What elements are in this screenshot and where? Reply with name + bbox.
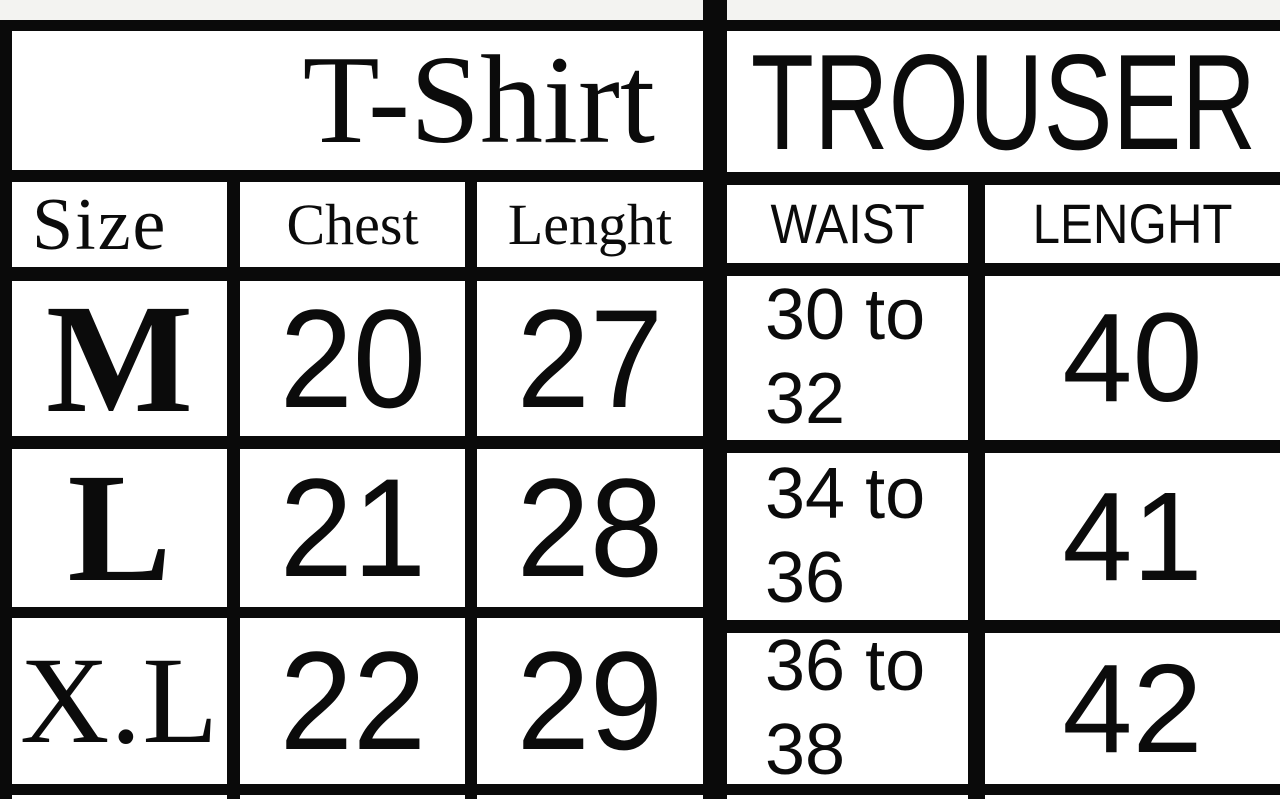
trouser-cell-waist-2: 34 to 36 bbox=[727, 453, 968, 620]
trouser-cell-length-1: 40 bbox=[985, 276, 1280, 440]
tshirt-cell-length-xl: 29 bbox=[477, 618, 703, 784]
chest-value: 20 bbox=[279, 281, 426, 436]
chest-value: 21 bbox=[279, 449, 426, 606]
tshirt-cell-size-xl: X.L bbox=[12, 618, 227, 784]
col-header-label: WAIST bbox=[770, 192, 925, 255]
trouser-cell-length-2: 41 bbox=[985, 453, 1280, 620]
cropped-row-cell bbox=[727, 795, 968, 799]
tshirt-title: T-Shirt bbox=[12, 31, 703, 170]
tshirt-cell-length-m: 27 bbox=[477, 281, 703, 436]
size-value: L bbox=[67, 449, 172, 607]
cropped-row-cell bbox=[477, 795, 703, 799]
length-value: 41 bbox=[1062, 465, 1203, 607]
top-margin-strip bbox=[0, 0, 1280, 20]
trouser-title: TROUSER bbox=[727, 31, 1280, 172]
length-value: 40 bbox=[1062, 287, 1203, 428]
cropped-row-cell bbox=[12, 795, 227, 799]
tshirt-cell-size-l: L bbox=[12, 449, 227, 607]
length-value: 29 bbox=[516, 622, 664, 779]
col-header-label: LENGHT bbox=[1032, 192, 1233, 255]
trouser-col-header-length: LENGHT bbox=[985, 185, 1280, 263]
tshirt-col-header-length: Lenght bbox=[477, 182, 703, 267]
waist-range-value: 36 to 38 bbox=[765, 633, 926, 784]
trouser-title-text: TROUSER bbox=[750, 31, 1257, 172]
tshirt-cell-chest-xl: 22 bbox=[240, 618, 465, 784]
col-header-label: Size bbox=[32, 183, 168, 266]
trouser-cell-length-3: 42 bbox=[985, 633, 1280, 784]
size-value: M bbox=[45, 281, 194, 436]
cropped-row-cell bbox=[985, 795, 1280, 799]
tshirt-cell-size-m: M bbox=[12, 281, 227, 436]
cropped-row-cell bbox=[240, 795, 465, 799]
waist-range-value: 30 to 32 bbox=[765, 276, 926, 439]
tshirt-cell-chest-l: 21 bbox=[240, 449, 465, 607]
length-value: 27 bbox=[516, 281, 664, 436]
trouser-col-header-waist: WAIST bbox=[727, 185, 968, 263]
trouser-table: TROUSER WAIST LENGHT 30 to 32 40 34 to 3… bbox=[727, 20, 1280, 799]
size-value: X.L bbox=[19, 632, 220, 769]
tshirt-title-text: T-Shirt bbox=[302, 31, 655, 170]
col-header-label: Lenght bbox=[507, 191, 673, 257]
tshirt-col-header-chest: Chest bbox=[240, 182, 465, 267]
trouser-cell-waist-3: 36 to 38 bbox=[727, 633, 968, 784]
section-divider bbox=[703, 0, 727, 799]
waist-range-value: 34 to 36 bbox=[765, 453, 926, 618]
tshirt-table: T-Shirt Size Chest Lenght M 20 27 L 21 2… bbox=[0, 20, 703, 799]
chest-value: 22 bbox=[279, 622, 426, 779]
length-value: 42 bbox=[1062, 637, 1203, 779]
col-header-label: Chest bbox=[286, 191, 419, 257]
length-value: 28 bbox=[516, 449, 664, 606]
tshirt-cell-chest-m: 20 bbox=[240, 281, 465, 436]
tshirt-col-header-size: Size bbox=[12, 182, 227, 267]
trouser-cell-waist-1: 30 to 32 bbox=[727, 276, 968, 440]
tshirt-cell-length-l: 28 bbox=[477, 449, 703, 607]
